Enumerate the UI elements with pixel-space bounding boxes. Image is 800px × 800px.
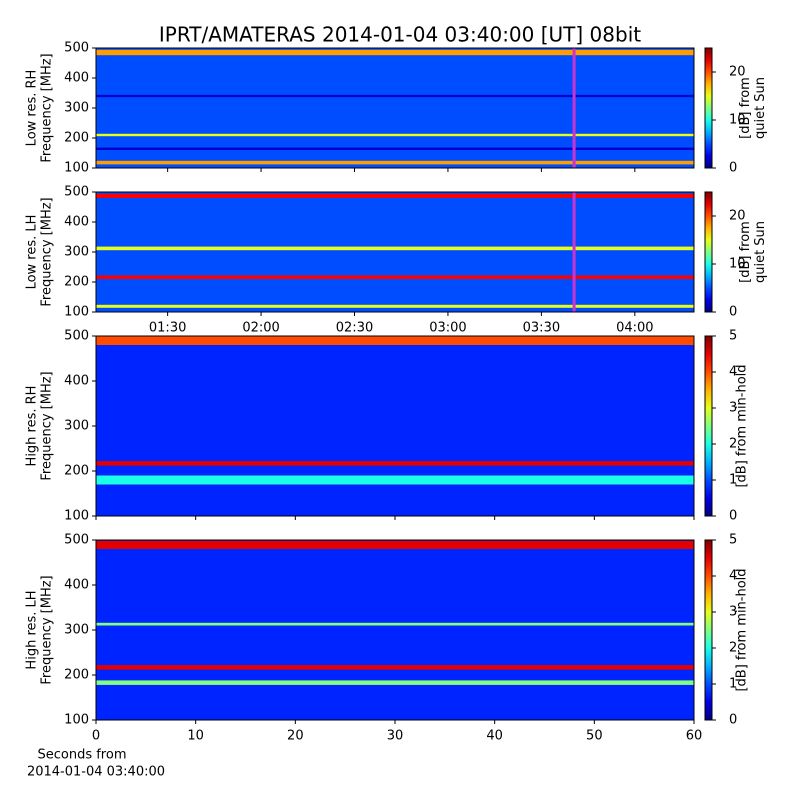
x-tick-label: 01:30 <box>149 321 186 336</box>
x-tick-label: 10 <box>187 729 204 744</box>
heatmap-band <box>96 336 694 345</box>
x-tick-label: 02:30 <box>336 321 373 336</box>
colorbar-tick-label: 20 <box>729 209 746 224</box>
y-tick-label: 500 <box>64 185 89 200</box>
y-tick-label: 100 <box>64 509 89 524</box>
y-tick-label: 400 <box>64 374 89 389</box>
heatmap-band <box>96 304 694 308</box>
y-axis-label: Low res. RH <box>25 70 40 147</box>
colorbar-tick-label: 4 <box>729 365 737 380</box>
x-tick-label: 03:00 <box>429 321 466 336</box>
colorbar-label: quiet Sun <box>753 77 768 139</box>
colorbar <box>704 191 713 313</box>
heatmap-band <box>96 680 694 685</box>
x-tick-label: 40 <box>486 729 503 744</box>
y-tick-label: 500 <box>64 329 89 344</box>
x-tick-label: 02:00 <box>242 321 279 336</box>
colorbar-tick-label: 5 <box>729 329 737 344</box>
y-tick-label: 200 <box>64 668 89 683</box>
heatmap-band <box>96 147 694 150</box>
x-tick-label: 20 <box>287 729 304 744</box>
x-tick-label: 30 <box>387 729 404 744</box>
y-tick-label: 200 <box>64 131 89 146</box>
y-axis-label: Frequency [MHz] <box>40 53 55 162</box>
colorbar <box>704 539 713 721</box>
colorbar-label: [dB] from min-hold <box>735 364 750 487</box>
y-tick-label: 300 <box>64 623 89 638</box>
colorbar-tick-label: 2 <box>729 437 737 452</box>
y-axis-label: High res. LH <box>25 590 40 669</box>
y-tick-label: 200 <box>64 464 89 479</box>
x-tick-label: 0 <box>92 729 100 744</box>
y-axis-label: Frequency [MHz] <box>40 371 55 480</box>
y-tick-label: 300 <box>64 101 89 116</box>
colorbar-label: [dB] from <box>738 221 753 283</box>
heatmap-band <box>96 160 694 165</box>
colorbar-tick-label: 3 <box>729 401 737 416</box>
colorbar-tick-label: 0 <box>729 509 737 524</box>
heatmap-band <box>96 665 694 670</box>
colorbar-tick-label: 2 <box>729 641 737 656</box>
title: IPRT/AMATERAS 2014-01-04 03:40:00 [UT] 0… <box>159 23 641 47</box>
colorbar-tick-label: 10 <box>729 113 746 128</box>
heatmap-band <box>96 49 694 56</box>
heatmap-band <box>96 475 694 485</box>
x-tick-label: 50 <box>586 729 603 744</box>
y-axis-label: Low res. LH <box>25 215 40 290</box>
y-tick-label: 400 <box>64 215 89 230</box>
colorbar-tick-label: 0 <box>729 161 737 176</box>
colorbar-label: [dB] from min-hold <box>735 568 750 691</box>
heatmap-background <box>96 540 694 720</box>
heatmap-band <box>96 246 694 251</box>
colorbar-tick-label: 10 <box>729 257 746 272</box>
y-tick-label: 500 <box>64 41 89 56</box>
colorbar-tick-label: 20 <box>729 65 746 80</box>
heatmap-band <box>96 540 694 549</box>
x-tick-label: 04:00 <box>616 321 653 336</box>
colorbar-tick-label: 5 <box>729 533 737 548</box>
colorbar-tick-label: 0 <box>729 305 737 320</box>
colorbar-tick-label: 4 <box>729 569 737 584</box>
heatmap-band <box>96 275 694 279</box>
colorbar-tick-label: 3 <box>729 605 737 620</box>
y-axis-label: Frequency [MHz] <box>40 197 55 306</box>
x-axis-label: Seconds from <box>37 748 126 763</box>
heatmap-background <box>96 192 694 312</box>
colorbar-label: [dB] from <box>738 77 753 139</box>
heatmap-band <box>96 133 694 137</box>
colorbar-label: quiet Sun <box>753 221 768 283</box>
y-axis-label: Frequency [MHz] <box>40 575 55 684</box>
y-tick-label: 500 <box>64 533 89 548</box>
colorbar <box>704 47 713 169</box>
colorbar <box>704 335 713 517</box>
heatmap-band <box>96 94 694 98</box>
heatmap-band <box>96 461 694 466</box>
y-tick-label: 100 <box>64 713 89 728</box>
y-tick-label: 300 <box>64 245 89 260</box>
y-tick-label: 300 <box>64 419 89 434</box>
colorbar-tick-label: 0 <box>729 713 737 728</box>
x-tick-label: 60 <box>686 729 703 744</box>
y-tick-label: 200 <box>64 275 89 290</box>
x-tick-label: 03:30 <box>523 321 560 336</box>
y-tick-label: 400 <box>64 71 89 86</box>
x-axis-label: 2014-01-04 03:40:00 <box>27 765 165 780</box>
heatmap-band <box>96 193 694 198</box>
y-tick-label: 100 <box>64 161 89 176</box>
colorbar-tick-label: 1 <box>729 677 737 692</box>
heatmap-band <box>96 622 694 626</box>
y-tick-label: 400 <box>64 578 89 593</box>
heatmap-background <box>96 336 694 516</box>
y-axis-label: High res. RH <box>25 386 40 467</box>
colorbar-tick-label: 1 <box>729 473 737 488</box>
y-tick-label: 100 <box>64 305 89 320</box>
